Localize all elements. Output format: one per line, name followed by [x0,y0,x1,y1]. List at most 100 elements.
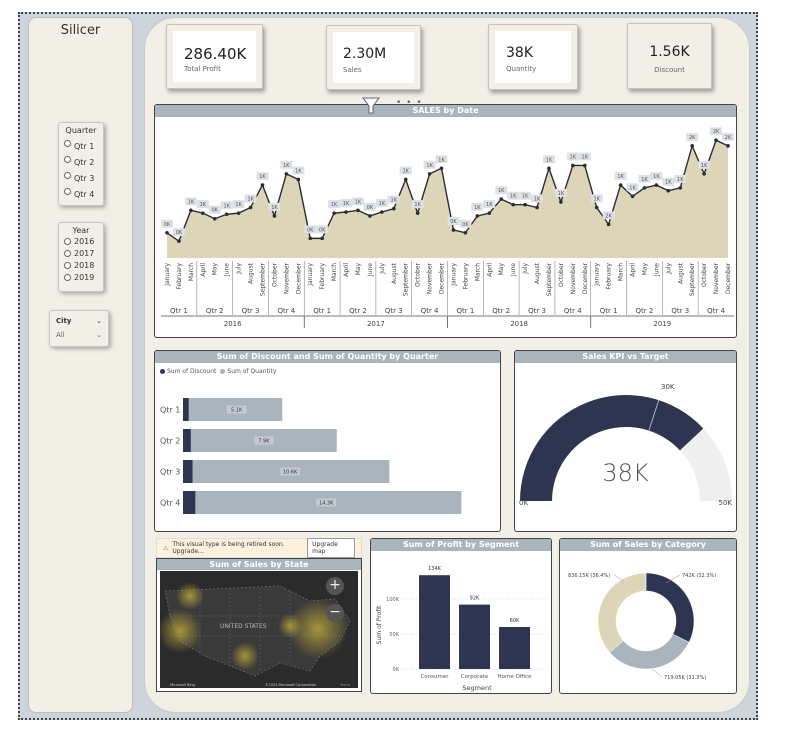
svg-text:1K: 1K [653,174,660,180]
svg-text:1K: 1K [259,174,266,180]
quarter-option-qtr1[interactable]: Qtr 1 [64,135,103,151]
svg-text:1K: 1K [402,168,409,174]
city-slicer[interactable]: City ⌄ All ⌄ [49,310,109,347]
svg-text:7.9K: 7.9K [258,439,270,445]
svg-text:1K: 1K [188,199,195,205]
svg-text:1K: 1K [522,194,529,200]
upgrade-map-button[interactable]: Upgrade map [307,538,355,558]
svg-text:1K: 1K [343,201,350,207]
quarter-option-qtr4[interactable]: Qtr 4 [64,183,103,199]
year-slicer: Year 2016 2017 2018 2019 [58,222,104,292]
year-slicer-header: Year [72,226,90,235]
kpi-discount[interactable]: 1.56K Discount [627,23,712,89]
svg-text:Consumer: Consumer [420,674,449,680]
svg-text:1K: 1K [235,202,242,208]
svg-text:5.1K: 5.1K [231,408,243,414]
svg-text:June: June [510,263,517,277]
sales-by-category-chart[interactable]: Sum of Sales by Category 742K (32.3%) 719… [559,538,737,694]
svg-text:Home Office: Home Office [497,674,532,680]
gauge-value: 38K [602,459,649,487]
gauge-target: 30K [661,383,675,391]
sales-category-donut: 742K (32.3%) 719.05K (31.3%) 836.15K (36.4… [568,572,716,681]
svg-text:October: October [701,262,708,287]
zoom-out-button[interactable]: − [326,604,344,622]
map-canvas[interactable]: UNITED STATES Microsoft Bing ©2023 Micro… [160,571,358,688]
year-option-2016[interactable]: 2016 [64,235,103,247]
svg-text:836.15K (36.4%): 836.15K (36.4%) [568,573,610,579]
svg-text:Qtr 4: Qtr 4 [707,307,725,315]
svg-text:October: October [271,262,278,287]
svg-text:©2023 Microsoft Corporation: ©2023 Microsoft Corporation [265,683,316,687]
svg-text:1K: 1K [629,185,636,191]
svg-text:December: December [582,262,589,294]
filter-icon[interactable] [362,96,380,117]
svg-text:Qtr 1: Qtr 1 [313,307,331,315]
svg-text:January: January [307,263,314,287]
sales-area-plot: 0K 0K 1K 1K 0K 1K 1K 1K 1K 1K 1K 1K 0K 0K 1K 1K 1K 0K 1K 1K… [161,127,734,328]
kpi-quantity[interactable]: 38K Quantity [488,24,578,90]
svg-text:1K: 1K [486,202,493,208]
year-option-2018[interactable]: 2018 [64,259,103,271]
svg-text:2K: 2K [713,129,720,135]
svg-text:November: November [570,262,577,294]
discount-quantity-chart[interactable]: Sum of Discount and Sum of Quantity by Q… [154,350,501,532]
svg-text:2019: 2019 [653,320,671,328]
svg-text:Qtr 3: Qtr 3 [671,307,689,315]
kpi-sales[interactable]: 2.30M Sales [326,25,421,90]
svg-text:50K: 50K [389,632,399,638]
svg-text:Qtr 4: Qtr 4 [160,499,180,508]
profit-by-segment-chart[interactable]: Sum of Profit by Segment 0K 50K 100K Sum of… [370,538,552,694]
legend-discount-icon [160,369,165,374]
quarter-slicer-header: Quarter [65,126,97,135]
sales-by-date-chart[interactable]: SALES by Date 0K 0K 1K 1K 0K 1K 1K 1K 1K 1K 1K 1K 0K… [154,104,737,338]
svg-text:1K: 1K [474,205,481,211]
svg-text:0K: 0K [462,222,469,228]
svg-text:Qtr 2: Qtr 2 [349,307,367,315]
svg-text:April: April [343,263,350,277]
svg-text:0K: 0K [319,227,326,233]
svg-text:0K: 0K [307,227,314,233]
svg-text:Qtr 3: Qtr 3 [242,307,260,315]
svg-text:Qtr 2: Qtr 2 [636,307,654,315]
legend: Sum of Discount Sum of Quantity [160,368,276,375]
quarter-option-qtr3[interactable]: Qtr 3 [64,167,103,183]
sales-by-date-title: SALES by Date [155,105,736,117]
svg-text:January: January [450,263,457,287]
city-dropdown[interactable]: All ⌄ [56,331,102,339]
sales-by-state-map[interactable]: Sum of Sales by State UNITED STATES Micr… [156,558,362,692]
svg-text:2018: 2018 [510,320,528,328]
svg-text:July: July [665,263,672,275]
svg-text:100K: 100K [386,597,400,603]
discount-quantity-bars: Qtr 1 5.1K Qtr 2 7.9K Qtr 3 10.6K Qtr 4 14.3K [160,398,462,514]
svg-text:Microsoft Bing: Microsoft Bing [170,683,195,687]
svg-text:Qtr 3: Qtr 3 [528,307,546,315]
svg-text:14.3K: 14.3K [319,501,334,507]
discount-quantity-title: Sum of Discount and Sum of Quantity by Q… [155,351,500,363]
svg-text:May: May [498,263,505,276]
svg-text:92K: 92K [470,596,480,602]
svg-text:1K: 1K [593,197,600,203]
kpi-total-profit[interactable]: 286.40K Total Profit [166,24,263,89]
year-option-2019[interactable]: 2019 [64,271,103,283]
year-option-2017[interactable]: 2017 [64,247,103,259]
svg-text:August: August [534,262,541,284]
svg-text:1K: 1K [426,163,433,169]
chevron-down-icon: ⌄ [96,331,102,339]
svg-text:April: April [486,263,493,277]
svg-text:February: February [319,263,326,290]
zoom-in-button[interactable]: + [326,577,344,595]
silicer-title: Silicer [60,23,101,38]
radio-icon [64,139,71,147]
sales-kpi-gauge[interactable]: Sales KPI vs Target 38K 0K 50K 30K [514,350,737,532]
quarter-option-qtr2[interactable]: Qtr 2 [64,151,103,167]
gauge-min: 0K [519,499,529,507]
svg-text:1K: 1K [546,157,553,163]
quarter-slicer: Quarter Qtr 1 Qtr 2 Qtr 3 Qtr 4 [58,122,104,206]
svg-text:March: March [331,263,338,281]
more-options-icon[interactable]: • • • [396,98,423,108]
svg-text:0K: 0K [367,205,374,211]
svg-text:May: May [641,263,648,276]
radio-icon [64,237,71,245]
svg-text:1K: 1K [379,201,386,207]
